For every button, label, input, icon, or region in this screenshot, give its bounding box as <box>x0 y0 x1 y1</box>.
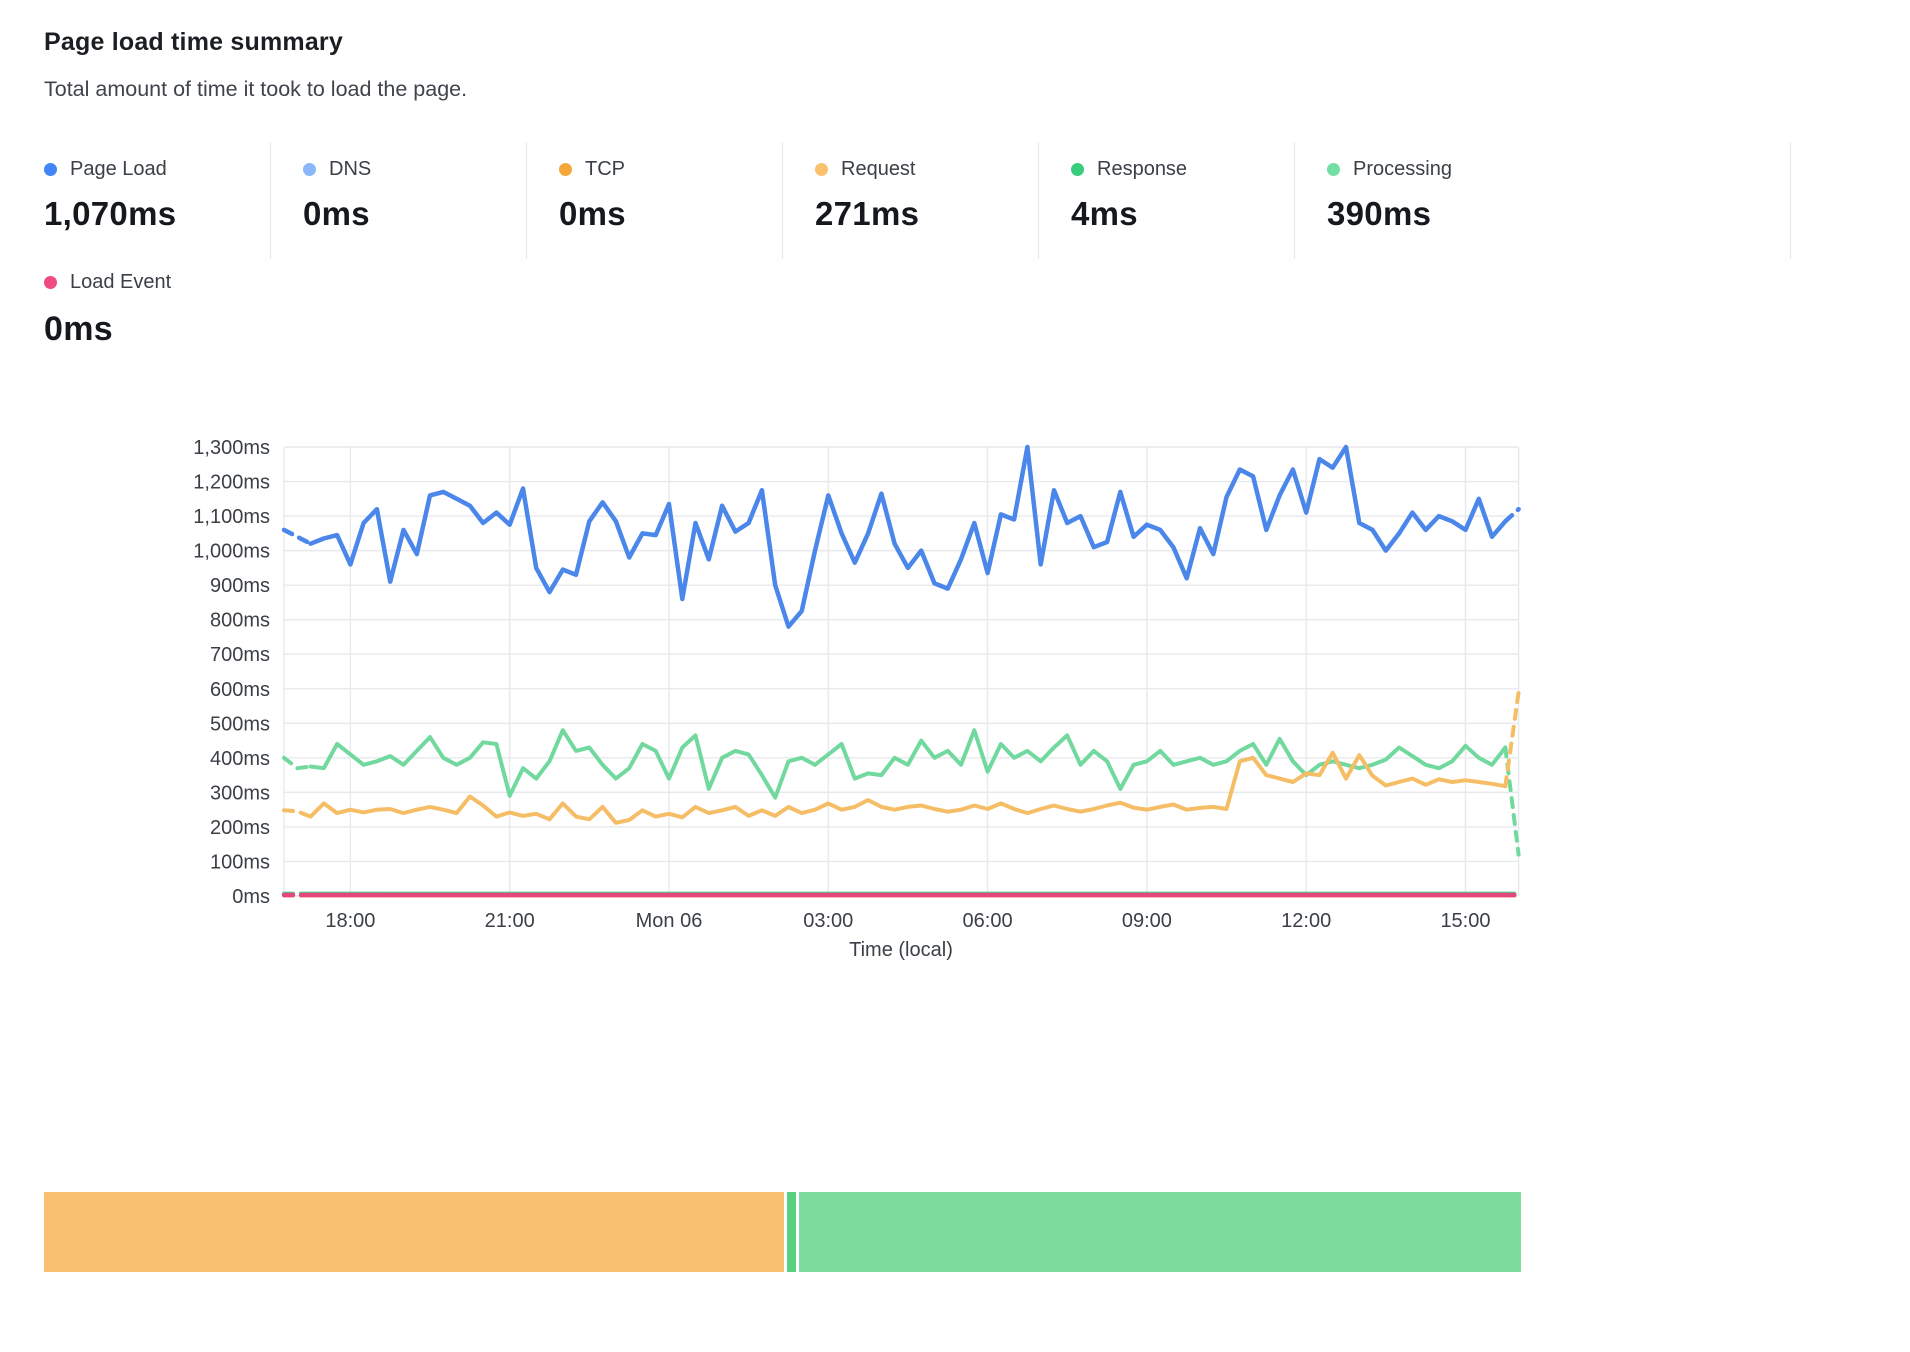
page-load-legend: Page Load <box>44 158 270 181</box>
y-tick-label: 1,300ms <box>193 437 270 459</box>
x-tick-label: 12:00 <box>1281 910 1331 932</box>
stat-card-load-event: Load Event 0ms <box>44 271 289 349</box>
x-tick-label: 21:00 <box>485 910 535 932</box>
dns-legend: DNS <box>303 158 526 181</box>
series-page-load <box>281 527 313 546</box>
response-legend: Response <box>1071 158 1294 181</box>
stat-card-processing: Processing 390ms <box>1295 142 1791 259</box>
stat-card-page-load: Page Load 1,070ms <box>44 142 271 259</box>
stat-value: 390ms <box>1327 195 1432 232</box>
timeline-bar-segment-transition-sliver <box>786 1192 796 1272</box>
y-tick-label: 400ms <box>210 748 270 770</box>
y-tick-label: 1,000ms <box>193 541 270 563</box>
stats-row-1: Page Load 1,070ms DNS 0ms TCP 0ms Reques… <box>44 142 1910 259</box>
y-tick-label: 1,200ms <box>193 472 270 494</box>
y-tick-label: 900ms <box>210 575 270 597</box>
timeline-bar <box>44 1192 1521 1272</box>
page-title: Page load time summary <box>44 28 343 56</box>
stat-card-request: Request 271ms <box>783 142 1039 259</box>
y-tick-label: 1,100ms <box>193 506 270 528</box>
y-tick-label: 300ms <box>210 782 270 804</box>
stat-label: Processing <box>1353 158 1452 180</box>
series-request <box>282 808 313 819</box>
stat-value: 4ms <box>1071 195 1138 232</box>
stat-label: DNS <box>329 158 372 180</box>
tcp-legend: TCP <box>559 158 782 181</box>
x-tick-label: 09:00 <box>1122 910 1172 932</box>
stat-label: Request <box>841 158 916 180</box>
processing-legend: Processing <box>1327 158 1790 181</box>
load-event-dot <box>44 276 57 289</box>
y-tick-label: 0ms <box>232 886 270 908</box>
y-tick-label: 500ms <box>210 713 270 735</box>
tcp-dot <box>559 163 572 176</box>
load-event-legend: Load Event <box>44 271 289 294</box>
y-tick-label: 600ms <box>210 679 270 701</box>
y-tick-label: 800ms <box>210 610 270 632</box>
stat-card-tcp: TCP 0ms <box>527 142 783 259</box>
stat-label: Response <box>1097 158 1188 180</box>
stat-card-dns: DNS 0ms <box>271 142 527 259</box>
y-tick-label: 200ms <box>210 817 270 839</box>
stat-label: TCP <box>585 158 625 180</box>
stat-value: 1,070ms <box>44 195 177 232</box>
request-legend: Request <box>815 158 1038 181</box>
y-tick-label: 700ms <box>210 644 270 666</box>
x-tick-label: 18:00 <box>325 910 375 932</box>
series-request <box>308 750 1508 825</box>
response-dot <box>1071 163 1084 176</box>
x-tick-label: 15:00 <box>1440 910 1490 932</box>
page-load-dot <box>44 163 57 176</box>
stat-value: 0ms <box>303 195 370 232</box>
timeline-bar-segment-response-dominant <box>798 1192 1521 1272</box>
page-load-summary-panel: Page load time summary Total amount of t… <box>44 28 1910 1272</box>
x-tick-label: 06:00 <box>963 910 1013 932</box>
stat-label: Page Load <box>70 158 167 180</box>
stat-value: 0ms <box>559 195 626 232</box>
page-subtitle: Total amount of time it took to load the… <box>44 77 468 101</box>
series-page-load <box>308 444 1508 629</box>
stat-card-response: Response 4ms <box>1039 142 1295 259</box>
line-chart-canvas[interactable]: 0ms 100ms 200ms 300ms 400ms 500ms 600ms 700ms 80… <box>44 423 1574 983</box>
request-dot <box>815 163 828 176</box>
series-request <box>1503 690 1521 789</box>
series-processing <box>282 755 313 771</box>
stat-value: 271ms <box>815 195 920 232</box>
x-tick-label: Mon 06 <box>636 910 703 932</box>
time-axis-title: Time (local) <box>849 939 953 961</box>
stat-label: Load Event <box>70 271 172 293</box>
page-load-time-chart: 0ms 100ms 200ms 300ms 400ms 500ms 600ms 700ms 80… <box>44 423 1910 988</box>
x-tick-label: 03:00 <box>803 910 853 932</box>
processing-dot <box>1327 163 1340 176</box>
dns-dot <box>303 163 316 176</box>
series-page-load <box>1503 506 1521 524</box>
stats-row-2: Load Event 0ms <box>44 271 1910 349</box>
timeline-bar-segment-request-dominant <box>44 1192 784 1272</box>
y-tick-label: 100ms <box>210 851 270 873</box>
stat-value: 0ms <box>44 310 113 348</box>
